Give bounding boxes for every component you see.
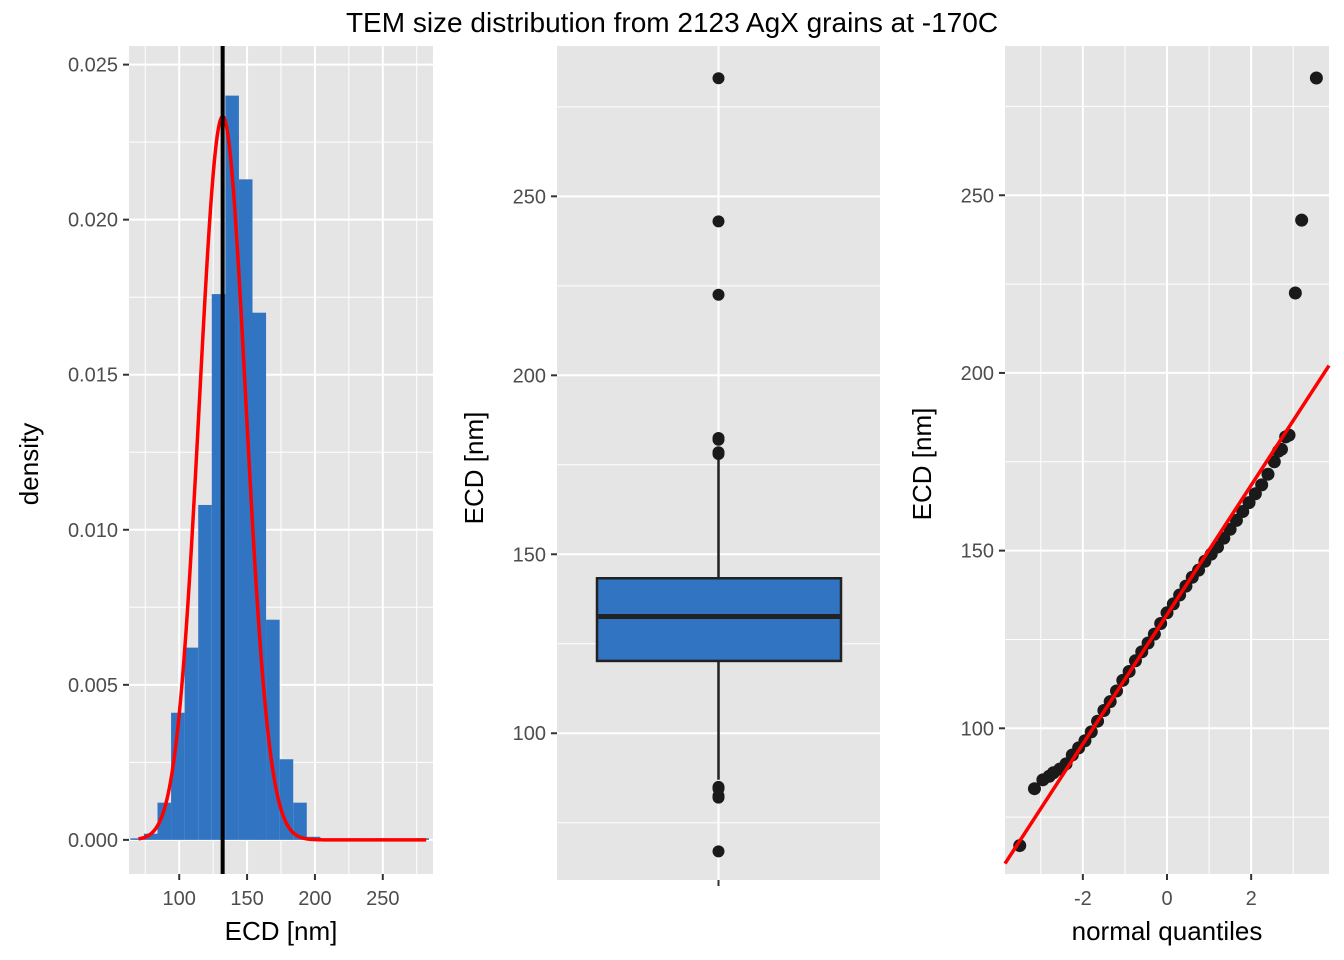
- boxplot-outlier-point: [712, 215, 725, 228]
- qq-point: [1255, 478, 1269, 492]
- boxplot-iqr-box: [595, 577, 843, 663]
- histogram-density-curve: [138, 114, 427, 842]
- qq-y-axis-title: ECD [nm]: [907, 408, 937, 521]
- qq-x-tick-label: 2: [1246, 888, 1257, 910]
- histogram-x-tick-label: 150: [230, 888, 263, 910]
- boxplot-outliers: [712, 72, 725, 858]
- qq-y-tick-label: 200: [961, 363, 994, 385]
- histogram-x-tick-label: 250: [366, 888, 399, 910]
- boxplot-outlier-point: [712, 448, 725, 461]
- boxplot-box: [595, 457, 843, 780]
- histogram-y-tick-label: 0.020: [68, 210, 118, 232]
- qq-point: [1295, 213, 1309, 227]
- qq-point: [1261, 467, 1275, 481]
- qq-axes: -2 0 2 100 150 200 250: [961, 185, 1257, 910]
- histogram-bar: [143, 833, 158, 840]
- qq-point: [1267, 455, 1281, 469]
- boxplot-outlier-point: [712, 72, 725, 85]
- histogram-bar: [225, 95, 239, 840]
- histogram-bar: [252, 312, 267, 840]
- qq-fit-line: [1003, 364, 1331, 865]
- qq-y-tick-label: 100: [961, 718, 994, 740]
- qq-x-tick-label: 0: [1161, 888, 1172, 910]
- histogram-bar: [157, 802, 172, 840]
- histogram-bar: [184, 647, 199, 840]
- histogram-y-axis-title: density: [14, 423, 44, 505]
- qq-point: [1309, 71, 1323, 85]
- histogram-bar: [130, 838, 144, 840]
- histogram-x-tick-label: 200: [298, 888, 331, 910]
- histogram-x-tick-label: 100: [163, 888, 196, 910]
- qq-point: [1288, 286, 1302, 300]
- qq-x-axis-title: normal quantiles: [1072, 916, 1263, 946]
- histogram-y-tick-label: 0.010: [68, 520, 118, 542]
- boxplot-outlier-point: [712, 845, 725, 858]
- histogram-panel: 100 150 200 250 0.000 0.005 0.010 0.015 0.020 0.0…: [14, 46, 433, 946]
- histogram-y-tick-label: 0.005: [68, 675, 118, 697]
- boxplot-outlier-point: [712, 288, 725, 301]
- histogram-y-tick-label: 0.000: [68, 830, 118, 852]
- boxplot-axes: 100 150 200 250: [513, 186, 720, 886]
- histogram-bar: [293, 802, 307, 840]
- qq-point: [1027, 782, 1041, 796]
- boxplot-y-tick-label: 100: [513, 723, 546, 745]
- qq-x-tick-label: -2: [1074, 888, 1092, 910]
- boxplot-panel: 100 150 200 250 ECD [nm]: [459, 46, 880, 886]
- histogram-bar: [198, 504, 212, 840]
- figure-title: TEM size distribution from 2123 AgX grai…: [346, 7, 998, 38]
- boxplot-outlier-point: [712, 433, 725, 446]
- qq-panel: -2 0 2 100 150 200 250 normal quantiles ECD [n…: [907, 46, 1331, 946]
- histogram-bars: [130, 95, 429, 840]
- qq-grid: [1005, 46, 1329, 874]
- boxplot-outlier-point: [712, 791, 725, 804]
- histogram-x-axis-title: ECD [nm]: [225, 916, 338, 946]
- boxplot-y-tick-label: 150: [513, 544, 546, 566]
- boxplot-y-axis-title: ECD [nm]: [459, 412, 489, 525]
- histogram-axes: 100 150 200 250 0.000 0.005 0.010 0.015 0.020 0.0…: [68, 55, 400, 910]
- boxplot-y-tick-label: 200: [513, 365, 546, 387]
- histogram-y-tick-label: 0.015: [68, 365, 118, 387]
- qq-y-tick-label: 250: [961, 185, 994, 207]
- histogram-y-tick-label: 0.025: [68, 55, 118, 77]
- boxplot-y-tick-label: 250: [513, 186, 546, 208]
- qq-y-tick-label: 150: [961, 541, 994, 563]
